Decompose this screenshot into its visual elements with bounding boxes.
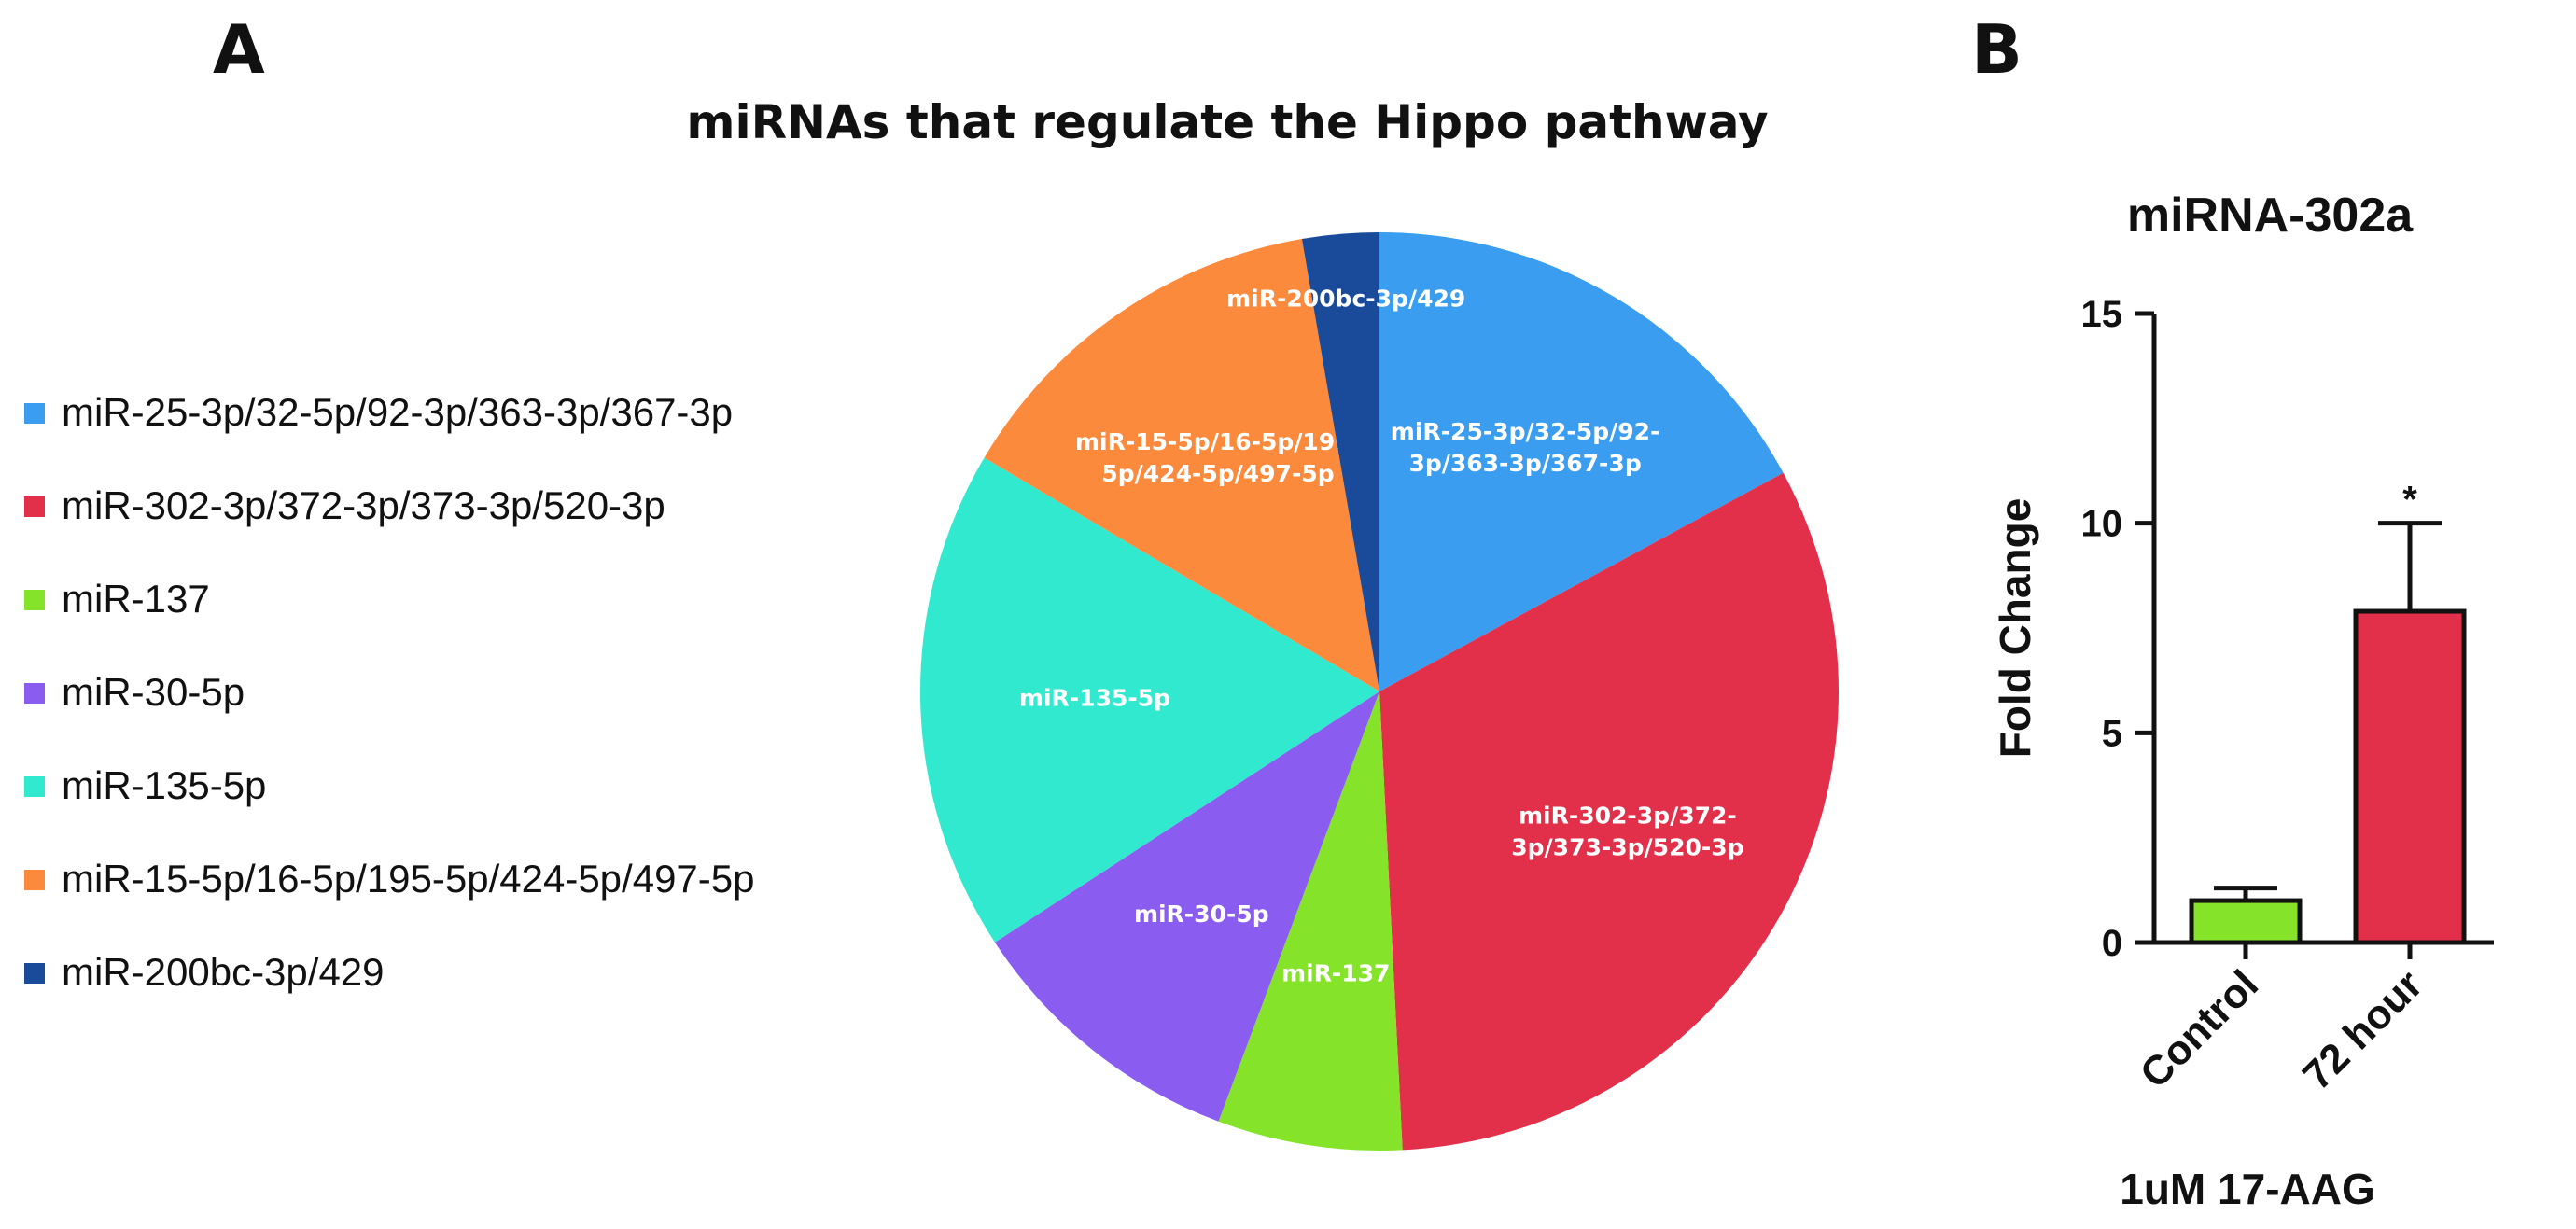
legend-swatch [24, 683, 45, 704]
x-tick-label: Control [2132, 961, 2267, 1096]
pie-slice [994, 691, 1379, 1122]
pie-slice [1379, 232, 1784, 691]
bar-chart: 0 5 10 15 Fold Change Control * 72 hour 1uM 17-A… [1991, 294, 2494, 1213]
bar [2353, 608, 2467, 945]
legend-swatch [24, 963, 45, 984]
bar-title: miRNA-302a [2127, 189, 2414, 243]
legend-swatch [24, 870, 45, 890]
legend-label: miR-200bc-3p/429 [62, 950, 385, 994]
pie-slice-label: miR-200bc-3p/429 [1226, 285, 1465, 312]
y-tick-label: 15 [2081, 294, 2123, 335]
pie-slice-label: miR-15-5p/16-5p/195-5p/424-5p/497-5p [1075, 428, 1361, 487]
legend-label: miR-30-5p [62, 670, 245, 714]
legend-swatch [24, 590, 45, 610]
pie-chart: miR-25-3p/32-5p/92-3p/363-3p/367-3p miR-3… [919, 232, 1839, 1152]
pie-slice [919, 457, 1379, 943]
pie-slice-label: miR-302-3p/372-3p/373-3p/520-3p [1511, 803, 1743, 861]
pie-title: miRNAs that regulate the Hippo pathway [686, 95, 1768, 149]
legend-label: miR-137 [62, 577, 210, 621]
legend-label: miR-135-5p [62, 763, 266, 807]
legend-label: miR-25-3p/32-5p/92-3p/363-3p/367-3p [62, 390, 733, 434]
legend-swatch [24, 496, 45, 517]
pie-slice-label: miR-137 [1281, 959, 1390, 986]
y-axis-label: Fold Change [1991, 498, 2039, 759]
pie-slice-label: miR-25-3p/32-5p/92-3p/363-3p/367-3p [1391, 418, 1660, 477]
legend-label: miR-302-3p/372-3p/373-3p/520-3p [62, 483, 665, 527]
significance-marker: * [2402, 480, 2417, 521]
pie-slice-label: miR-30-5p [1134, 901, 1269, 928]
panel-b-letter: B [1971, 10, 2023, 89]
y-tick-label: 10 [2081, 504, 2123, 545]
pie-slice [1301, 232, 1379, 691]
legend-label: miR-15-5p/16-5p/195-5p/424-5p/497-5p [62, 857, 755, 901]
y-tick-label: 0 [2102, 923, 2122, 964]
legend-swatch [24, 776, 45, 797]
x-axis-label: 1uM 17-AAG [2120, 1165, 2374, 1213]
x-tick-label: 72 hour [2294, 961, 2431, 1098]
pie-slice [1379, 472, 1839, 1151]
pie-slice [1218, 691, 1403, 1152]
pie-slice-label: miR-135-5p [1019, 685, 1170, 712]
pie-legend: miR-25-3p/32-5p/92-3p/363-3p/367-3p miR-3… [24, 390, 755, 994]
pie-slice [984, 239, 1379, 691]
bar [2189, 898, 2303, 945]
legend-swatch [24, 403, 45, 424]
panel-a-letter: A [213, 10, 265, 89]
y-tick-label: 5 [2102, 713, 2122, 754]
